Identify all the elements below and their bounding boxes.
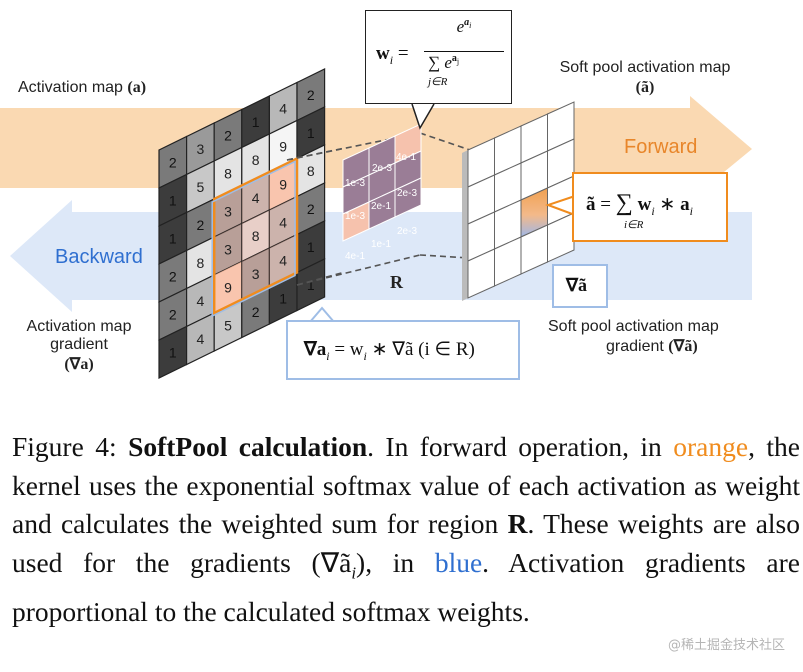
backward-label: Backward [55, 246, 143, 268]
activation-value: 4 [197, 293, 205, 309]
activation-value: 5 [197, 179, 205, 195]
activation-value: 3 [197, 141, 205, 157]
activation-value: 8 [224, 165, 232, 181]
activation-value: 8 [307, 163, 315, 179]
activation-value: 1 [169, 230, 177, 246]
activation-value: 5 [224, 317, 232, 333]
pool-formula-pointer [544, 195, 576, 216]
kernel-tint [214, 261, 242, 313]
activation-value: 2 [169, 268, 177, 284]
activation-value: 2 [169, 306, 177, 322]
activation-value: 1 [169, 344, 177, 360]
weight-value: 1e-3 [345, 178, 365, 189]
activation-value: 4 [197, 331, 205, 347]
weight-value: 4e-1 [396, 152, 416, 163]
grad-symbol-box: ∇ã [552, 264, 608, 308]
activation-map-grid: 2 3 2 1 4 2 1 5 8 8 9 1 1 2 3 4 9 8 2 8 3 8 4 2 2 4 9 3 4 1 1 4 5 2 1 1 [158, 68, 326, 379]
weight-value: 2e-3 [397, 226, 417, 237]
activation-value: 9 [279, 138, 287, 154]
weight-formula-box: wi = eai ∑ eaj j∈R [365, 10, 512, 104]
weight-formula-pointer [411, 103, 435, 130]
figure-caption: Figure 4: SoftPool calculation. In forwa… [12, 431, 800, 627]
softpool-diagram: 2 3 2 1 4 2 1 5 8 8 9 1 1 2 3 4 9 8 2 8 3 8 4 2 2 4 9 3 4 1 1 4 5 2 1 1 2e-… [0, 10, 752, 380]
activation-value: 9 [279, 176, 287, 192]
activation-value: 3 [224, 241, 232, 257]
pool-formula-box: ã = ∑ wi ∗ ai i∈R [572, 172, 728, 242]
activation-value: 1 [307, 239, 315, 255]
softmax-weight-grid: 2e-3 4e-1 1e-3 2e-1 2e-3 1e-3 1e-1 2e-3 4e-1 [342, 123, 422, 262]
weight-value: 2e-3 [397, 188, 417, 199]
kernel-tint [269, 196, 297, 248]
weight-value: 1e-3 [345, 211, 365, 222]
softpool-map-label: Soft pool activation map (ã) [559, 59, 731, 96]
activation-value: 2 [307, 201, 315, 217]
output-cell [547, 212, 575, 263]
activation-cell [296, 258, 326, 312]
activation-value: 8 [252, 228, 260, 244]
activation-value: 3 [224, 203, 232, 219]
activation-value: 1 [279, 290, 287, 306]
grad-formula-box: ∇ai = wi ∗ ∇ã (i ∈ R) [286, 320, 520, 380]
region-label: R [390, 272, 403, 292]
activation-value: 2 [169, 154, 177, 170]
grad-formula-pointer [309, 306, 335, 323]
activation-value: 8 [197, 255, 205, 271]
weight-cell [394, 177, 422, 218]
kernel-tint [241, 210, 270, 262]
kernel-tint [214, 223, 242, 275]
activation-grad-label: Activation map gradient (∇a) [26, 318, 132, 373]
activation-value: 3 [252, 266, 260, 282]
activation-value: 4 [279, 214, 287, 230]
activation-value: 4 [279, 100, 287, 116]
weight-value: 2e-3 [372, 163, 392, 174]
activation-value: 4 [252, 190, 260, 206]
activation-value: 9 [224, 279, 232, 295]
weight-value: 2e-1 [371, 201, 391, 212]
activation-value: 1 [307, 125, 315, 141]
activation-value: 2 [252, 304, 260, 320]
activation-value: 1 [252, 114, 260, 130]
kernel-tint [241, 248, 270, 300]
forward-label: Forward [624, 136, 698, 158]
activation-value: 2 [197, 217, 205, 233]
kernel-tint [269, 234, 297, 286]
softpool-output-grid [462, 101, 575, 301]
activation-value: 8 [252, 152, 260, 168]
watermark: @稀土掘金技术社区 [667, 638, 785, 653]
activation-value: 1 [169, 192, 177, 208]
activation-map-label: Activation map (a) [18, 79, 147, 96]
activation-value: 2 [224, 127, 232, 143]
kernel-grad-outline [211, 160, 296, 318]
weight-value: 4e-1 [345, 251, 365, 262]
activation-value: 1 [307, 277, 315, 293]
weight-value: 1e-1 [371, 239, 391, 250]
activation-value: 2 [307, 87, 315, 103]
kernel-outline [212, 156, 299, 316]
activation-value: 4 [279, 252, 287, 268]
output-side [462, 150, 468, 301]
softpool-grad-label: Soft pool activation map gradient (∇ã) [548, 318, 719, 355]
